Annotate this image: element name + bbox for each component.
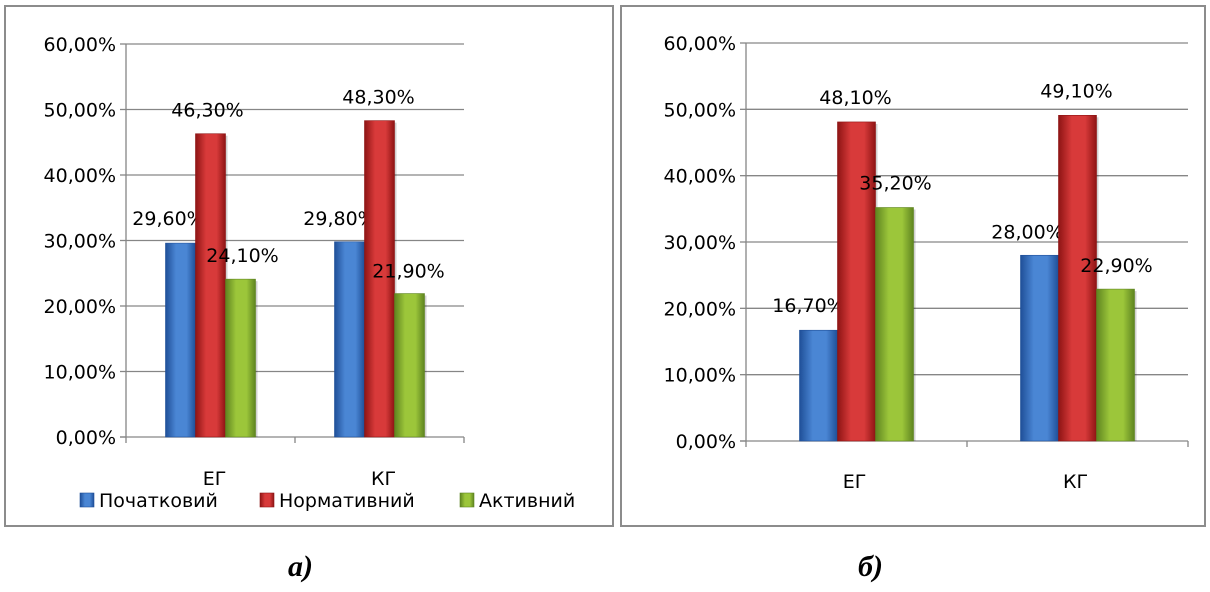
- bar: [799, 329, 838, 442]
- bar: [837, 121, 876, 442]
- legend-label: Початковий: [99, 490, 218, 512]
- data-label: 48,10%: [819, 87, 891, 109]
- chart-panel-a: 0,00% 10,00% 20,00% 30,00% 40,00% 50,00% 60,00…: [4, 5, 614, 527]
- bar: [1020, 254, 1059, 442]
- data-label: 29,80%: [303, 208, 375, 230]
- bar: [1058, 115, 1097, 442]
- y-tick-label: 20,00%: [44, 296, 116, 318]
- data-label: 21,90%: [372, 261, 444, 283]
- y-tick-label: 0,00%: [56, 427, 116, 449]
- data-label: 16,70%: [772, 295, 844, 317]
- legend-swatch: [259, 492, 275, 508]
- data-label: 28,00%: [991, 221, 1063, 243]
- caption-a: а): [288, 550, 313, 583]
- category-label: КГ: [371, 468, 396, 490]
- data-label: 22,90%: [1080, 255, 1152, 277]
- y-tick-label: 50,00%: [664, 99, 736, 121]
- bar: [1096, 288, 1135, 442]
- data-label: 29,60%: [132, 208, 204, 230]
- y-tick-label: 50,00%: [44, 100, 116, 122]
- bar: [195, 133, 226, 438]
- y-tick-label: 0,00%: [676, 431, 736, 453]
- y-tick-label: 40,00%: [44, 165, 116, 187]
- legend-label: Активний: [479, 490, 575, 512]
- y-tick-label: 30,00%: [44, 231, 116, 253]
- bar: [364, 120, 395, 438]
- caption-b: б): [858, 550, 883, 583]
- bar: [225, 278, 256, 438]
- y-tick-label: 10,00%: [664, 365, 736, 387]
- bar: [334, 241, 365, 438]
- y-tick-label: 30,00%: [664, 232, 736, 254]
- data-label: 48,30%: [342, 87, 414, 109]
- y-tick-label: 10,00%: [44, 362, 116, 384]
- bar: [875, 207, 914, 442]
- data-label: 35,20%: [859, 173, 931, 195]
- category-label: КГ: [1063, 471, 1088, 493]
- data-label: 49,10%: [1040, 80, 1112, 102]
- legend-swatch: [459, 492, 475, 508]
- data-label: 46,30%: [171, 100, 243, 122]
- chart-a-svg: 0,00% 10,00% 20,00% 30,00% 40,00% 50,00% 60,00…: [44, 34, 576, 512]
- y-tick-label: 60,00%: [664, 33, 736, 55]
- y-tick-label: 60,00%: [44, 34, 116, 56]
- legend-swatch: [79, 492, 95, 508]
- y-tick-label: 40,00%: [664, 166, 736, 188]
- bar: [394, 293, 425, 438]
- data-label: 24,10%: [206, 245, 278, 267]
- legend-label: Нормативний: [279, 490, 415, 512]
- category-label: ЕГ: [843, 471, 867, 493]
- bar: [165, 242, 196, 438]
- y-tick-label: 20,00%: [664, 298, 736, 320]
- chart-b-svg: 0,00% 10,00% 20,00% 30,00% 40,00% 50,00% 60,00…: [664, 33, 1189, 493]
- chart-panel-b: 0,00% 10,00% 20,00% 30,00% 40,00% 50,00% 60,00…: [620, 5, 1206, 527]
- category-label: ЕГ: [203, 468, 227, 490]
